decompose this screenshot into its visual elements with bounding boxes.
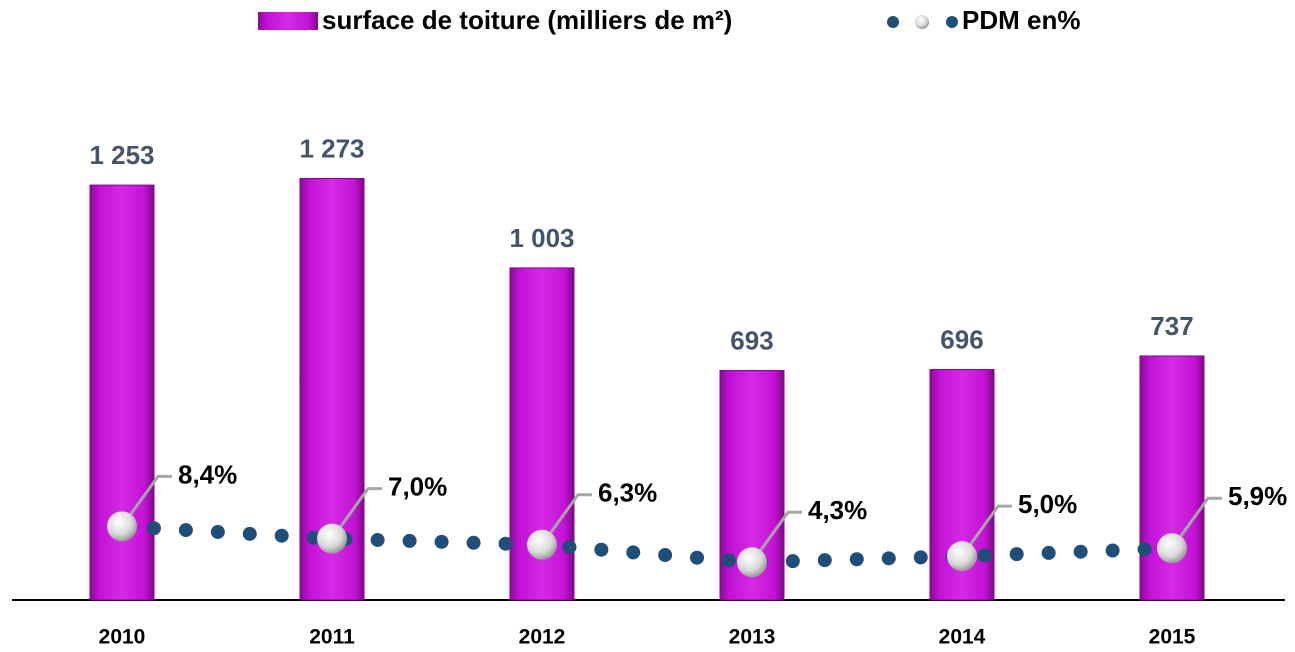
point (317, 523, 347, 554)
bar (89, 184, 155, 601)
bar-value-label: 696 (940, 324, 983, 354)
leader-line (960, 504, 1012, 558)
x-tick-label: 2015 (1149, 626, 1196, 649)
point-value-label: 5,9% (1228, 481, 1287, 511)
bar-value-label: 693 (730, 325, 773, 355)
point-value-label: 8,4% (178, 459, 237, 489)
bar-value-label: 737 (1150, 311, 1193, 341)
bar-value-label: 1 003 (509, 223, 574, 253)
legend-dot (946, 16, 958, 28)
bar (1139, 355, 1205, 601)
bar-value-label: 1 273 (299, 133, 364, 163)
leader-line (540, 493, 592, 546)
point (947, 541, 977, 572)
point (737, 547, 767, 578)
x-tick-label: 2010 (99, 626, 146, 649)
point (107, 511, 137, 542)
legend-ball (915, 15, 929, 29)
x-tick-label: 2014 (939, 626, 986, 649)
leader-line (120, 474, 172, 528)
leader-line (1170, 496, 1222, 550)
point-value-label: 6,3% (598, 478, 657, 508)
legend-label: surface de toiture (milliers de m²) (322, 5, 732, 35)
x-tick-label: 2011 (309, 626, 355, 649)
point (527, 529, 557, 560)
leader-line (330, 487, 382, 540)
legend-label: PDM en% (962, 5, 1080, 35)
legend-dot (887, 16, 899, 28)
x-tick-label: 2012 (519, 626, 566, 649)
point-value-label: 4,3% (808, 495, 867, 525)
point (1157, 533, 1187, 564)
x-tick-label: 2013 (729, 626, 776, 649)
legend-swatch (258, 12, 318, 30)
line (115, 519, 1179, 570)
leader-line (750, 510, 802, 564)
point-value-label: 7,0% (388, 472, 447, 502)
point-value-label: 5,0% (1018, 489, 1077, 519)
bar-value-label: 1 253 (89, 140, 154, 170)
